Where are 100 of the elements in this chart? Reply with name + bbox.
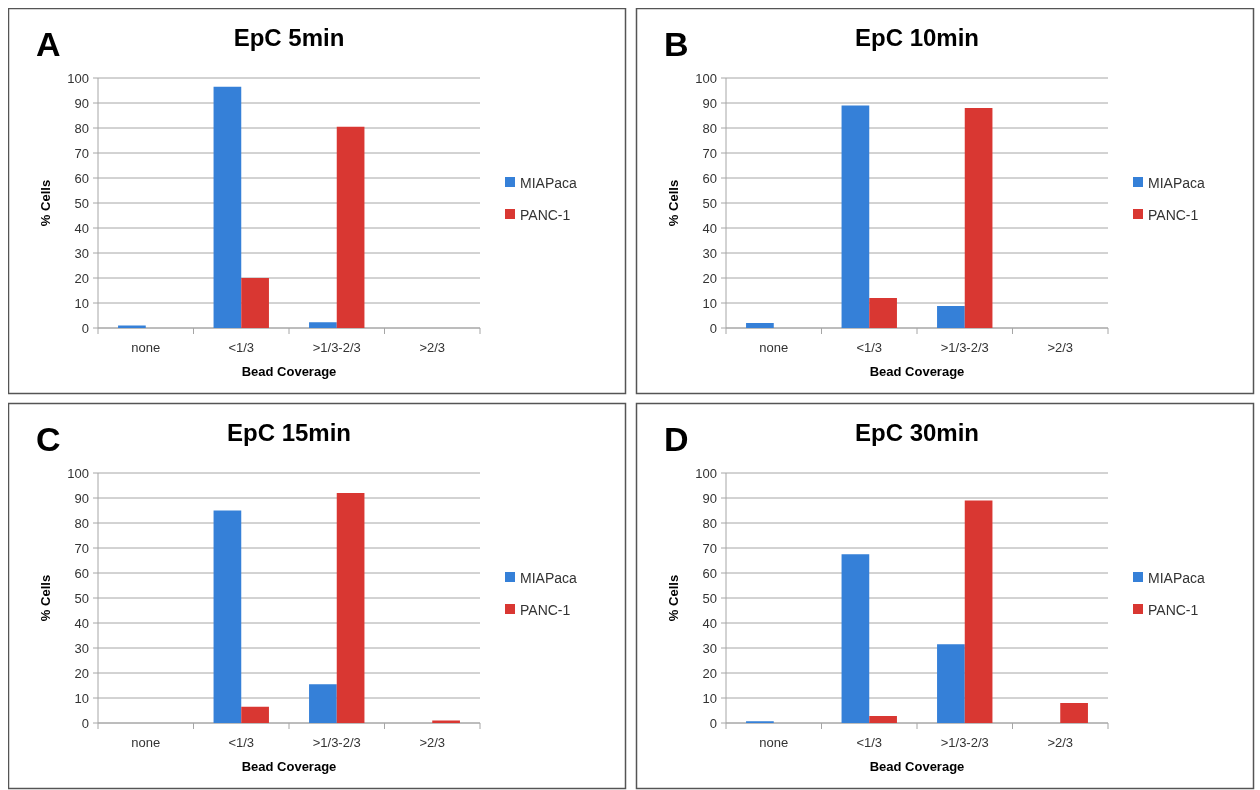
y-tick-label: 30 <box>702 640 717 656</box>
x-tick-label: none <box>759 735 789 750</box>
x-tick-label: <1/3 <box>856 340 883 355</box>
x-tick-label: <1/3 <box>228 735 255 750</box>
bar <box>937 644 965 723</box>
y-tick-label: 100 <box>67 70 89 86</box>
y-tick-label: 50 <box>702 590 717 606</box>
bar <box>309 684 337 723</box>
chart-title: EpC 30min <box>854 419 980 446</box>
x-tick-label: >2/3 <box>1047 340 1074 355</box>
y-tick-label: 10 <box>702 295 717 311</box>
bar <box>937 306 965 328</box>
y-tick-label: 80 <box>702 120 717 136</box>
y-axis-title: % Cells <box>666 574 681 622</box>
x-axis-title: Bead Coverage <box>241 364 337 379</box>
y-tick-label: 90 <box>74 95 89 111</box>
y-tick-label: 70 <box>702 540 717 556</box>
y-tick-label: 70 <box>702 145 717 161</box>
legend-label: MIAPaca <box>1148 174 1206 191</box>
x-tick-label: >1/3-2/3 <box>940 340 989 355</box>
chart-title: EpC 5min <box>233 24 345 51</box>
text: C <box>36 420 61 458</box>
x-tick-label: none <box>131 340 161 355</box>
x-tick-label: <1/3 <box>856 735 883 750</box>
y-tick-label: 10 <box>702 690 717 706</box>
bar <box>841 554 870 723</box>
y-axis-title: % Cells <box>38 574 53 622</box>
text: B <box>664 25 689 63</box>
x-tick-label: >1/3-2/3 <box>940 735 989 750</box>
x-tick-label: none <box>759 340 789 355</box>
y-tick-label: 30 <box>74 245 89 261</box>
y-tick-label: 0 <box>81 320 89 336</box>
legend-label: PANC-1 <box>1148 206 1199 223</box>
bar <box>336 493 365 723</box>
y-tick-label: 0 <box>81 715 89 731</box>
y-tick-label: 60 <box>702 170 717 186</box>
y-tick-label: 20 <box>74 665 89 681</box>
x-axis-title: Bead Coverage <box>241 759 337 774</box>
x-tick-label: <1/3 <box>228 340 255 355</box>
bar <box>336 126 365 328</box>
y-tick-label: 90 <box>74 490 89 506</box>
y-tick-label: 80 <box>702 515 717 531</box>
y-tick-label: 100 <box>67 465 89 481</box>
y-tick-label: 40 <box>74 615 89 631</box>
y-tick-label: 100 <box>695 70 717 86</box>
y-tick-label: 60 <box>702 565 717 581</box>
text: D <box>664 420 689 458</box>
x-tick-label: >2/3 <box>1047 735 1074 750</box>
y-tick-label: 70 <box>74 540 89 556</box>
x-tick-label: >1/3-2/3 <box>312 735 361 750</box>
legend-label: MIAPaca <box>520 569 578 586</box>
y-axis-title: % Cells <box>666 179 681 227</box>
y-tick-label: 60 <box>74 170 89 186</box>
y-tick-label: 20 <box>74 270 89 286</box>
y-tick-label: 80 <box>74 515 89 531</box>
bar <box>869 716 897 723</box>
y-tick-label: 20 <box>702 665 717 681</box>
legend-label: PANC-1 <box>520 206 571 223</box>
y-tick-label: 40 <box>702 220 717 236</box>
x-axis-title: Bead Coverage <box>869 759 965 774</box>
x-tick-label: >1/3-2/3 <box>312 340 361 355</box>
bar <box>964 500 993 723</box>
chart-title: EpC 10min <box>854 24 980 51</box>
bar <box>1060 703 1088 723</box>
legend-label: MIAPaca <box>520 174 578 191</box>
y-tick-label: 20 <box>702 270 717 286</box>
y-tick-label: 40 <box>74 220 89 236</box>
y-tick-label: 90 <box>702 490 717 506</box>
y-axis-title: % Cells <box>38 179 53 227</box>
bar <box>309 322 337 328</box>
bar <box>964 108 993 328</box>
y-tick-label: 100 <box>695 465 717 481</box>
bar <box>241 706 269 723</box>
y-tick-label: 90 <box>702 95 717 111</box>
y-tick-label: 40 <box>702 615 717 631</box>
y-tick-label: 30 <box>702 245 717 261</box>
chart-title: EpC 15min <box>226 419 352 446</box>
y-tick-label: 70 <box>74 145 89 161</box>
y-tick-label: 0 <box>709 715 717 731</box>
text: A <box>36 25 61 63</box>
y-tick-label: 80 <box>74 120 89 136</box>
bar <box>241 278 269 328</box>
bar <box>746 323 774 328</box>
x-tick-label: >2/3 <box>419 340 446 355</box>
legend-label: MIAPaca <box>1148 569 1206 586</box>
bar <box>841 105 870 328</box>
bar <box>869 298 897 328</box>
y-tick-label: 10 <box>74 295 89 311</box>
bar <box>213 86 242 328</box>
legend-label: PANC-1 <box>520 601 571 618</box>
bar <box>213 510 242 723</box>
y-tick-label: 50 <box>74 195 89 211</box>
y-tick-label: 50 <box>702 195 717 211</box>
y-tick-label: 10 <box>74 690 89 706</box>
y-tick-label: 50 <box>74 590 89 606</box>
x-axis-title: Bead Coverage <box>869 364 965 379</box>
y-tick-label: 30 <box>74 640 89 656</box>
x-tick-label: none <box>131 735 161 750</box>
y-tick-label: 0 <box>709 320 717 336</box>
y-tick-label: 60 <box>74 565 89 581</box>
